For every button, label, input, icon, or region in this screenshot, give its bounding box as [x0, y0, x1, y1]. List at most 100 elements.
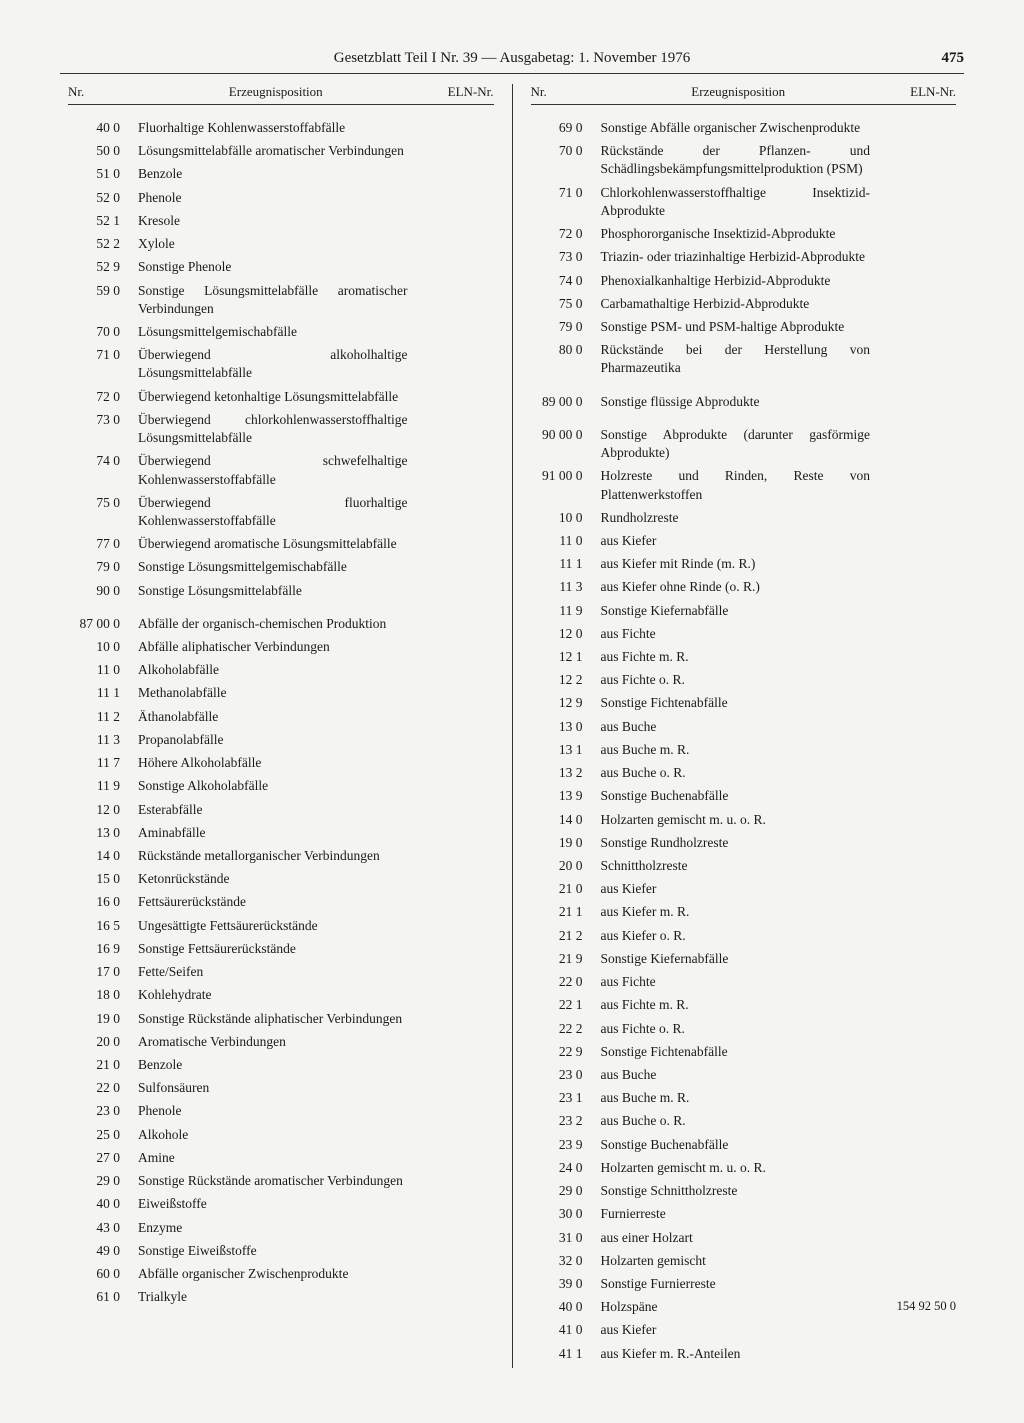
table-row: 52 0Phenole: [68, 189, 494, 207]
table-row: 59 0Sonstige Lösungsmittelabfälle aromat…: [68, 282, 494, 318]
row-nr: 40 0: [68, 1195, 138, 1213]
header-rule: [60, 73, 964, 74]
row-nr: 21 2: [531, 927, 601, 945]
row-nr: 61 0: [68, 1288, 138, 1306]
table-row: 25 0Alkohole: [68, 1126, 494, 1144]
table-row: 40 0Eiweißstoffe: [68, 1195, 494, 1213]
row-nr: 71 0: [68, 346, 138, 364]
table-row: 24 0Holzarten gemischt m. u. o. R.: [531, 1159, 957, 1177]
row-position: Benzole: [138, 165, 414, 183]
row-nr: 13 0: [531, 718, 601, 736]
row-position: Überwiegend alkoholhaltige Lösungsmittel…: [138, 346, 414, 382]
row-nr: 23 9: [531, 1136, 601, 1154]
row-position: aus Kiefer m. R.-Anteilen: [601, 1345, 877, 1363]
table-row: 11 9Sonstige Alkoholabfälle: [68, 777, 494, 795]
table-row: 75 0Überwiegend fluorhaltige Kohlenwasse…: [68, 494, 494, 530]
row-nr: 75 0: [531, 295, 601, 313]
row-nr: 79 0: [68, 558, 138, 576]
row-nr: 52 0: [68, 189, 138, 207]
table-row: 19 0Sonstige Rückstände aliphatischer Ve…: [68, 1010, 494, 1028]
table-row: 72 0Überwiegend ketonhaltige Lösungsmitt…: [68, 388, 494, 406]
row-position: Sonstige Rückstände aromatischer Verbind…: [138, 1172, 414, 1190]
row-position: Sonstige Abfälle organischer Zwischenpro…: [601, 119, 877, 137]
table-row: 71 0Chlorkohlenwasserstoffhaltige Insekt…: [531, 184, 957, 220]
row-nr: 13 0: [68, 824, 138, 842]
row-position: Amine: [138, 1149, 414, 1167]
table-row: 10 0Abfälle aliphatischer Verbindungen: [68, 638, 494, 656]
table-row: 21 2aus Kiefer o. R.: [531, 927, 957, 945]
col-head-eln: ELN-Nr.: [414, 84, 494, 100]
row-nr: 52 2: [68, 235, 138, 253]
row-gap: [531, 416, 957, 426]
row-position: Phenole: [138, 189, 414, 207]
table-row: 22 0Sulfonsäuren: [68, 1079, 494, 1097]
row-nr: 11 0: [531, 532, 601, 550]
table-row: 22 1aus Fichte m. R.: [531, 996, 957, 1014]
table-row: 12 1aus Fichte m. R.: [531, 648, 957, 666]
row-nr: 11 0: [68, 661, 138, 679]
table-row: 90 00 0Sonstige Abprodukte (darunter gas…: [531, 426, 957, 462]
row-nr: 69 0: [531, 119, 601, 137]
table-row: 91 00 0Holzreste und Rinden, Reste von P…: [531, 467, 957, 503]
row-nr: 77 0: [68, 535, 138, 553]
row-position: Sonstige Lösungsmittelgemischabfälle: [138, 558, 414, 576]
row-position: aus Fichte o. R.: [601, 671, 877, 689]
table-row: 71 0Überwiegend alkoholhaltige Lösungsmi…: [68, 346, 494, 382]
row-nr: 51 0: [68, 165, 138, 183]
table-row: 22 2aus Fichte o. R.: [531, 1020, 957, 1038]
table-row: 22 9Sonstige Fichtenabfälle: [531, 1043, 957, 1061]
row-position: Methanolabfälle: [138, 684, 414, 702]
row-position: Überwiegend chlorkohlenwasserstoffhaltig…: [138, 411, 414, 447]
row-nr: 30 0: [531, 1205, 601, 1223]
row-position: aus Kiefer ohne Rinde (o. R.): [601, 578, 877, 596]
row-nr: 52 1: [68, 212, 138, 230]
row-nr: 12 0: [68, 801, 138, 819]
row-position: aus Fichte m. R.: [601, 996, 877, 1014]
row-nr: 80 0: [531, 341, 601, 359]
row-nr: 11 7: [68, 754, 138, 772]
row-nr: 73 0: [531, 248, 601, 266]
row-position: Kohlehydrate: [138, 986, 414, 1004]
row-gap: [68, 605, 494, 615]
row-position: Eiweißstoffe: [138, 1195, 414, 1213]
table-row: 11 1Methanolabfälle: [68, 684, 494, 702]
table-row: 11 0aus Kiefer: [531, 532, 957, 550]
row-nr: 41 0: [531, 1321, 601, 1339]
row-position: Sonstige Fichtenabfälle: [601, 1043, 877, 1061]
row-nr: 15 0: [68, 870, 138, 888]
row-position: Phosphororganische Insektizid-Abprodukte: [601, 225, 877, 243]
row-position: aus Fichte m. R.: [601, 648, 877, 666]
header-title: Gesetzblatt Teil I Nr. 39 — Ausgabetag: …: [334, 50, 691, 66]
table-row: 11 1aus Kiefer mit Rinde (m. R.): [531, 555, 957, 573]
left-column: Nr. Erzeugnisposition ELN-Nr. 40 0Fluorh…: [60, 84, 513, 1368]
row-nr: 91 00 0: [531, 467, 601, 485]
col-head-pos: Erzeugnisposition: [138, 84, 414, 100]
row-position: Alkohole: [138, 1126, 414, 1144]
row-position: aus Buche: [601, 1066, 877, 1084]
row-nr: 41 1: [531, 1345, 601, 1363]
row-nr: 29 0: [531, 1182, 601, 1200]
row-position: aus Buche m. R.: [601, 741, 877, 759]
row-position: aus Fichte: [601, 625, 877, 643]
col-head-nr: Nr.: [531, 84, 601, 100]
table-row: 13 2aus Buche o. R.: [531, 764, 957, 782]
table-row: 40 0Holzspäne154 92 50 0: [531, 1298, 957, 1316]
table-row: 22 0aus Fichte: [531, 973, 957, 991]
table-row: 12 9Sonstige Fichtenabfälle: [531, 694, 957, 712]
row-position: aus Kiefer: [601, 532, 877, 550]
row-nr: 49 0: [68, 1242, 138, 1260]
table-row: 11 0Alkoholabfälle: [68, 661, 494, 679]
row-position: Furnierreste: [601, 1205, 877, 1223]
row-position: Aromatische Verbindungen: [138, 1033, 414, 1051]
row-nr: 19 0: [531, 834, 601, 852]
row-position: Sonstige Fettsäurerückstände: [138, 940, 414, 958]
right-column: Nr. Erzeugnisposition ELN-Nr. 69 0Sonsti…: [513, 84, 965, 1368]
table-row: 77 0Überwiegend aromatische Lösungsmitte…: [68, 535, 494, 553]
row-position: Abfälle organischer Zwischenprodukte: [138, 1265, 414, 1283]
row-nr: 70 0: [68, 323, 138, 341]
row-nr: 16 9: [68, 940, 138, 958]
table-row: 52 2Xylole: [68, 235, 494, 253]
table-row: 70 0Rückstände der Pflanzen- und Schädli…: [531, 142, 957, 178]
row-nr: 16 0: [68, 893, 138, 911]
row-nr: 13 9: [531, 787, 601, 805]
